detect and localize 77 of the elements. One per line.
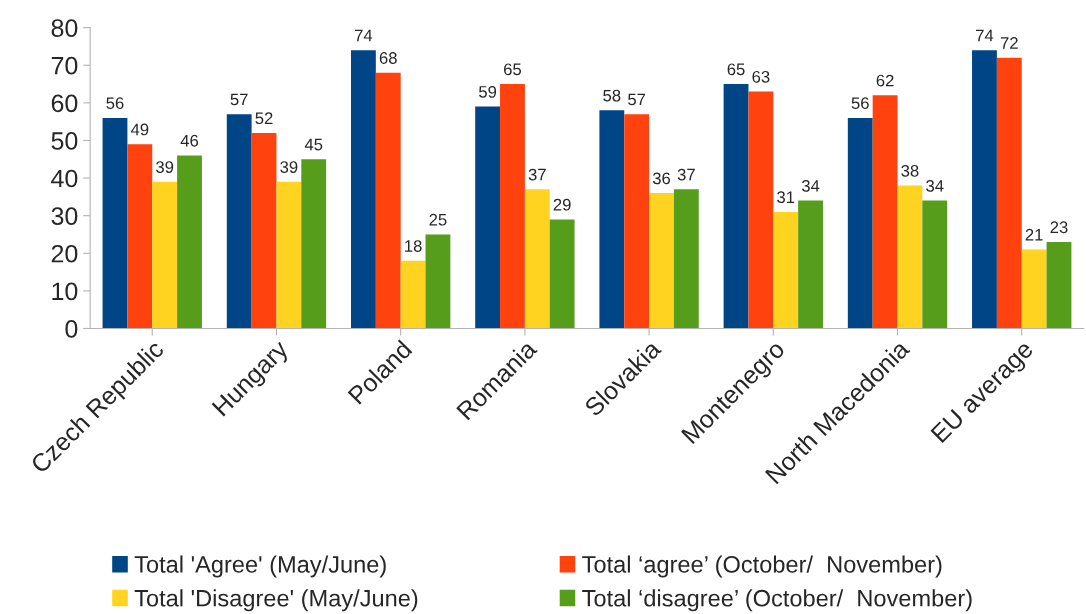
data-label: 29 [553, 198, 571, 211]
legend-label: Total 'Disagree' (May/June) [134, 589, 418, 612]
bar [177, 155, 202, 329]
y-tick-label: 80 [51, 19, 78, 37]
bar [922, 200, 948, 329]
bar [1046, 241, 1072, 329]
bar [251, 132, 277, 329]
bar [549, 219, 575, 329]
data-label: 21 [1025, 228, 1043, 241]
data-label: 72 [1000, 37, 1018, 49]
legend-label: Total ‘disagree’ (October/ November) [582, 589, 972, 612]
data-label: 57 [230, 93, 248, 106]
data-label: 45 [304, 138, 323, 151]
bar [996, 57, 1022, 329]
bar [425, 234, 451, 329]
data-label: 46 [180, 134, 199, 147]
bar [226, 114, 252, 329]
data-label: 63 [752, 70, 770, 83]
bar [475, 106, 501, 329]
data-label: 62 [876, 74, 894, 87]
data-label: 52 [255, 112, 273, 125]
data-label: 74 [976, 29, 994, 42]
y-tick-label: 10 [52, 282, 78, 301]
bar [350, 50, 376, 329]
bar [847, 117, 873, 329]
bar [276, 181, 302, 329]
data-label: 65 [727, 63, 745, 76]
bar [127, 144, 153, 329]
data-label: 18 [405, 240, 422, 252]
legend-label: Total ‘agree’ (October/ November) [582, 555, 942, 578]
bar [624, 114, 650, 329]
bar [748, 91, 774, 329]
y-tick-label: 30 [51, 207, 78, 225]
bar [1021, 249, 1047, 329]
y-tick-label: 0 [65, 320, 78, 338]
data-label: 38 [901, 164, 919, 177]
bar [301, 159, 327, 329]
bar [723, 84, 749, 329]
data-label: 23 [1050, 221, 1068, 234]
data-label: 37 [528, 168, 546, 181]
bar [972, 50, 997, 329]
data-label: 36 [652, 172, 671, 185]
data-label: 74 [354, 29, 373, 42]
bar [673, 189, 699, 329]
bar [872, 95, 898, 329]
data-label: 59 [479, 85, 497, 98]
bar [599, 110, 625, 329]
data-label: 34 [801, 179, 820, 192]
data-label: 68 [379, 52, 397, 64]
bar [375, 72, 401, 329]
bar [897, 185, 923, 329]
legend-label: Total 'Agree' (May/June) [134, 555, 386, 578]
data-label: 37 [677, 168, 695, 181]
data-label: 49 [130, 123, 149, 136]
bar [102, 117, 128, 329]
data-label: 25 [429, 213, 447, 226]
data-label: 34 [926, 179, 944, 192]
bar [524, 189, 550, 329]
bar [649, 193, 674, 329]
data-label: 65 [504, 63, 522, 76]
data-label: 31 [777, 191, 795, 204]
data-label: 56 [106, 97, 124, 110]
bar [773, 211, 799, 329]
bar [400, 260, 426, 329]
y-tick-label: 20 [51, 244, 78, 263]
y-tick-label: 70 [51, 56, 78, 75]
bar [500, 84, 525, 329]
y-tick-label: 50 [51, 132, 78, 150]
y-tick-label: 40 [51, 169, 78, 188]
data-label: 39 [156, 161, 174, 173]
bar [152, 181, 178, 329]
y-tick-label: 60 [51, 94, 78, 113]
data-label: 39 [280, 161, 298, 173]
data-label: 56 [851, 97, 869, 110]
bar [798, 200, 823, 329]
data-label: 58 [603, 89, 621, 102]
data-label: 57 [628, 93, 646, 106]
